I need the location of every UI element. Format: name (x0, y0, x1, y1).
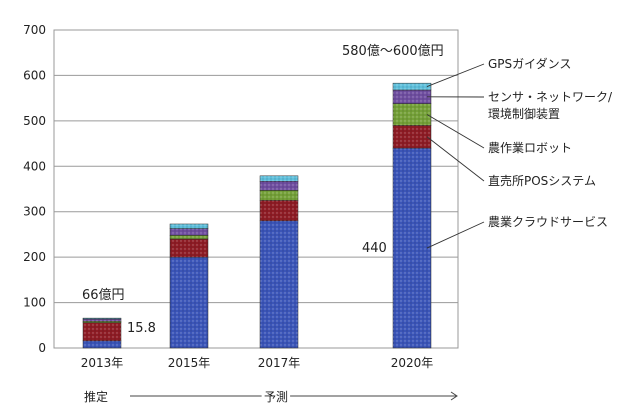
legend-leader-line (426, 136, 485, 182)
bar-segment-texture (83, 318, 121, 320)
footer-estimate-label: 推定 (84, 389, 108, 404)
y-tick-label: 200 (23, 250, 46, 264)
bar-segment-texture (170, 238, 208, 258)
bar-segment-texture (83, 340, 121, 348)
annotation-value-2020-cloud: 440 (362, 241, 387, 256)
bar-segment-texture (170, 223, 208, 229)
legend-label: GPSガイダンス (488, 56, 571, 71)
bar-segment-texture (83, 319, 121, 322)
bar-segment-texture (260, 220, 298, 348)
footer-arrow-head (450, 391, 458, 401)
bar-segment-texture (170, 257, 208, 348)
footer-forecast-label: 予測 (264, 390, 288, 404)
legend-label: センサ・ネットワーク/ (488, 90, 613, 104)
x-tick-label: 2013年 (81, 356, 124, 370)
x-tick-label: 2017年 (258, 356, 301, 370)
plot-frame (53, 29, 459, 349)
legend-label: 環境制御装置 (488, 106, 560, 121)
legend-label: 直売所POSシステム (488, 173, 596, 188)
bar-segment-texture (83, 321, 121, 323)
annotation-value-2013-cloud: 15.8 (127, 321, 156, 336)
bar-segment-texture (170, 228, 208, 236)
legend-label: 農作業ロボット (488, 141, 572, 155)
bar-segment-texture (393, 83, 431, 90)
x-tick-label: 2015年 (168, 356, 211, 370)
bar-segment-texture (260, 200, 298, 221)
bar-segment-texture (260, 175, 298, 182)
bar-segment-texture (393, 125, 431, 149)
bar-segment-texture (170, 235, 208, 239)
y-tick-label: 300 (23, 205, 46, 219)
bar-segment-texture (393, 148, 431, 348)
bar-segment-texture (393, 89, 431, 104)
y-tick-label: 100 (23, 296, 46, 310)
y-tick-label: 0 (38, 341, 46, 355)
y-tick-label: 600 (23, 68, 46, 82)
annotation-total-2013: 66億円 (82, 287, 125, 303)
bar-segment-texture (393, 103, 431, 126)
bar-segment-texture (260, 190, 298, 201)
annotation-total-2020: 580億～600億円 (342, 43, 444, 59)
legend-leader-line (426, 63, 485, 87)
legend-leader-line (426, 221, 485, 249)
x-tick-label: 2020年 (391, 356, 434, 370)
y-tick-label: 400 (23, 159, 46, 173)
bar-segment-texture (260, 181, 298, 191)
y-tick-label: 700 (23, 23, 46, 37)
y-tick-label: 500 (23, 114, 46, 128)
bar-segment-texture (83, 322, 121, 341)
legend-label: 農業クラウドサービス (488, 215, 608, 229)
legend-leader-line (426, 114, 485, 149)
